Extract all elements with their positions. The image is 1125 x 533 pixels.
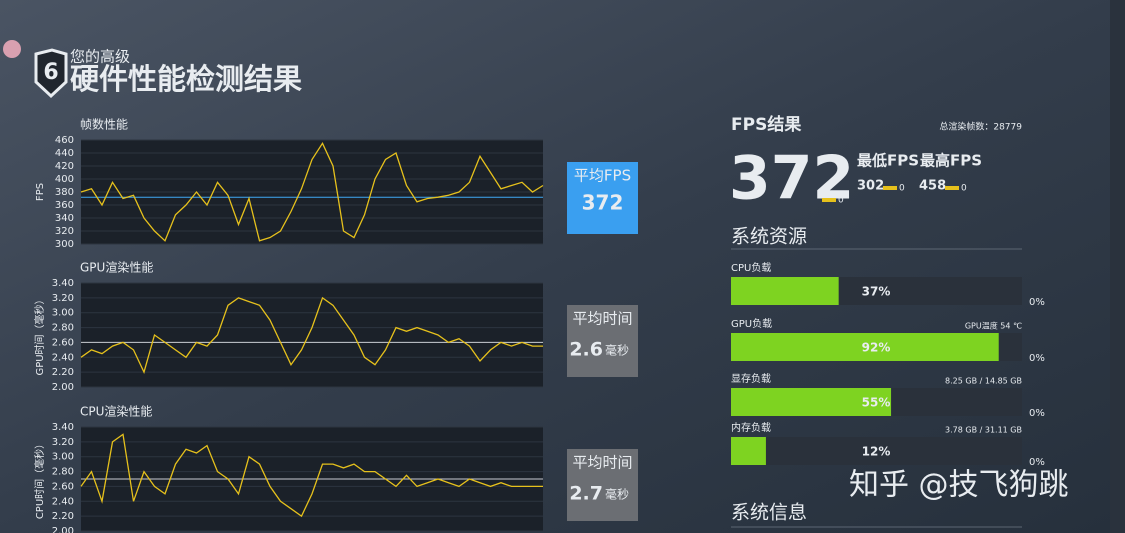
y-tick-label: 300 (55, 239, 74, 250)
y-tick-label: 2.00 (52, 526, 74, 533)
subtitle: 您的高级 (70, 48, 130, 66)
y-tick-label: 2.40 (52, 496, 74, 507)
resource-right: 0% (1029, 297, 1045, 308)
tag-bar (883, 186, 897, 190)
average-value: 372 (582, 191, 624, 215)
resource-label: CPU负载 (731, 261, 771, 274)
resource-label: 内存负载 (731, 421, 771, 434)
average-value: 2.7 (569, 483, 603, 505)
chart-title: 帧数性能 (80, 117, 128, 132)
y-tick-label: 2.60 (52, 481, 74, 492)
min-fps-tag: 0 (899, 184, 905, 194)
y-tick-label: 2.80 (52, 323, 74, 334)
resource-right: 0% (1029, 353, 1045, 364)
resource-label: GPU负载 (731, 317, 772, 330)
resource-detail: 3.78 GB / 31.11 GB (945, 426, 1022, 435)
y-tick-label: 2.40 (52, 352, 74, 363)
y-tick-label: 3.00 (52, 308, 74, 319)
app-icon[interactable] (3, 40, 21, 58)
y-tick-label: 2.20 (52, 511, 74, 522)
right-panel: FPS结果 总渲染帧数：28779 372 0 最低FPS 最高FPS 302 … (729, 114, 1045, 528)
y-tick-label: 2.20 (52, 367, 74, 378)
average-box (567, 162, 638, 234)
min-fps-label: 最低FPS (857, 152, 919, 170)
resource-bar (731, 437, 766, 465)
scrollbar (1110, 0, 1125, 533)
fps-average-tag: 0 (838, 196, 844, 206)
fps-average: 372 (729, 144, 854, 214)
charts: 帧数性能 FPS 300 320 340 360 380 400 420 440 460 平均FPS 3… (33, 117, 638, 533)
y-tick-label: 420 (55, 161, 74, 172)
resource-track (731, 437, 1022, 465)
resource-value: 55% (862, 396, 891, 410)
average-unit: 毫秒 (605, 343, 629, 358)
resource-label: 显存负载 (731, 372, 771, 385)
max-fps-tag: 0 (961, 184, 967, 194)
badge: 6 (43, 60, 58, 85)
y-tick-label: 2.60 (52, 337, 74, 348)
resource-detail: GPU温度 54 ℃ (965, 321, 1022, 331)
resource-value: 37% (862, 285, 891, 299)
y-tick-label: 440 (55, 148, 74, 159)
y-tick-label: 3.40 (52, 422, 74, 433)
total-frames: 总渲染帧数：28779 (939, 121, 1022, 133)
y-tick-label: 3.40 (52, 278, 74, 289)
y-tick-label: 360 (55, 200, 74, 211)
tag-bar (945, 186, 959, 190)
data-line (80, 296, 543, 374)
y-axis-title: GPU时间（毫秒） (33, 294, 46, 375)
min-fps: 302 (857, 179, 884, 194)
resource-value: 92% (862, 341, 891, 355)
average-title: 平均FPS (574, 167, 631, 185)
y-tick-label: 3.20 (52, 437, 74, 448)
average-title: 平均时间 (572, 310, 632, 328)
y-axis-title: FPS (35, 183, 46, 201)
badge-shape (34, 48, 68, 99)
average-box (567, 449, 638, 521)
max-fps: 458 (919, 179, 946, 194)
y-tick-label: 3.00 (52, 452, 74, 463)
y-tick-label: 320 (55, 226, 74, 237)
watermark: 知乎 @技飞狗跳 (849, 468, 1069, 503)
average-title: 平均时间 (572, 454, 632, 472)
average-unit: 毫秒 (605, 487, 629, 502)
page-title: 硬件性能检测结果 (70, 62, 302, 96)
y-tick-label: 380 (55, 187, 74, 198)
average-value: 2.6 (569, 339, 603, 361)
info-title: 系统信息 (731, 502, 807, 524)
resource-bar (731, 333, 999, 361)
resource-bar (731, 388, 892, 416)
resource-right: 0% (1029, 408, 1045, 419)
y-tick-label: 340 (55, 213, 74, 224)
plot-area (81, 283, 543, 387)
data-line (80, 433, 543, 518)
resource-value: 12% (862, 445, 891, 459)
y-tick-label: 3.20 (52, 293, 74, 304)
fps-title: FPS结果 (731, 114, 801, 135)
resource-right: 0% (1029, 457, 1045, 468)
resource-detail: 8.25 GB / 14.85 GB (945, 377, 1022, 386)
y-axis-title: CPU时间（毫秒） (33, 439, 46, 519)
chart-title: GPU渲染性能 (80, 260, 153, 275)
chart-title: CPU渲染性能 (80, 404, 152, 419)
y-tick-label: 400 (55, 174, 74, 185)
resource-bar (731, 277, 839, 305)
resources-title: 系统资源 (731, 226, 807, 248)
y-tick-label: 460 (55, 135, 74, 146)
average-box (567, 305, 638, 377)
data-line (80, 141, 544, 242)
tag-bar (822, 198, 836, 202)
y-tick-label: 2.80 (52, 467, 74, 478)
y-tick-label: 2.00 (52, 382, 74, 393)
max-fps-label: 最高FPS (920, 152, 982, 170)
